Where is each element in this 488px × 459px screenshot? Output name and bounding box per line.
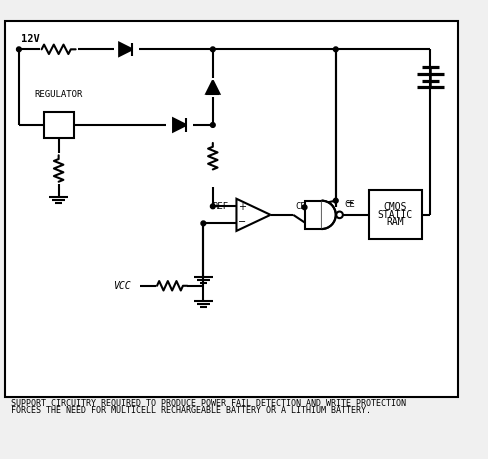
Circle shape: [333, 47, 337, 52]
Text: CE: CE: [344, 200, 355, 209]
Polygon shape: [206, 80, 219, 94]
Polygon shape: [173, 118, 186, 132]
Bar: [43, 112, 74, 138]
Circle shape: [17, 47, 21, 52]
Text: CMOS: CMOS: [383, 202, 407, 212]
Circle shape: [210, 204, 215, 209]
Text: RAM: RAM: [386, 218, 404, 227]
Text: −: −: [238, 218, 245, 227]
Text: +: +: [238, 202, 245, 212]
Circle shape: [333, 198, 337, 203]
Circle shape: [201, 221, 205, 226]
Text: REF: REF: [212, 202, 228, 211]
Text: VCC: VCC: [113, 281, 131, 291]
Text: FORCES THE NEED FOR MULTICELL RECHARGEABLE BATTERY OR A LITHIUM BATTERY.: FORCES THE NEED FOR MULTICELL RECHARGEAB…: [11, 406, 370, 415]
Bar: [304, 201, 321, 229]
Polygon shape: [119, 43, 132, 56]
Polygon shape: [321, 201, 335, 229]
Circle shape: [210, 47, 215, 52]
Bar: [5, 21, 457, 397]
Text: REGULATOR: REGULATOR: [34, 90, 82, 99]
Bar: [368, 190, 421, 240]
Text: STATIC: STATIC: [377, 210, 412, 220]
Circle shape: [336, 212, 342, 218]
Text: 12V: 12V: [21, 34, 40, 44]
Circle shape: [302, 205, 306, 210]
Polygon shape: [236, 199, 270, 231]
Text: SUPPORT CIRCUITRY REQUIRED TO PRODUCE POWER FAIL DETECTION AND WRITE PROTECTION: SUPPORT CIRCUITRY REQUIRED TO PRODUCE PO…: [11, 399, 406, 408]
Text: CE: CE: [294, 202, 305, 211]
Circle shape: [210, 123, 215, 127]
